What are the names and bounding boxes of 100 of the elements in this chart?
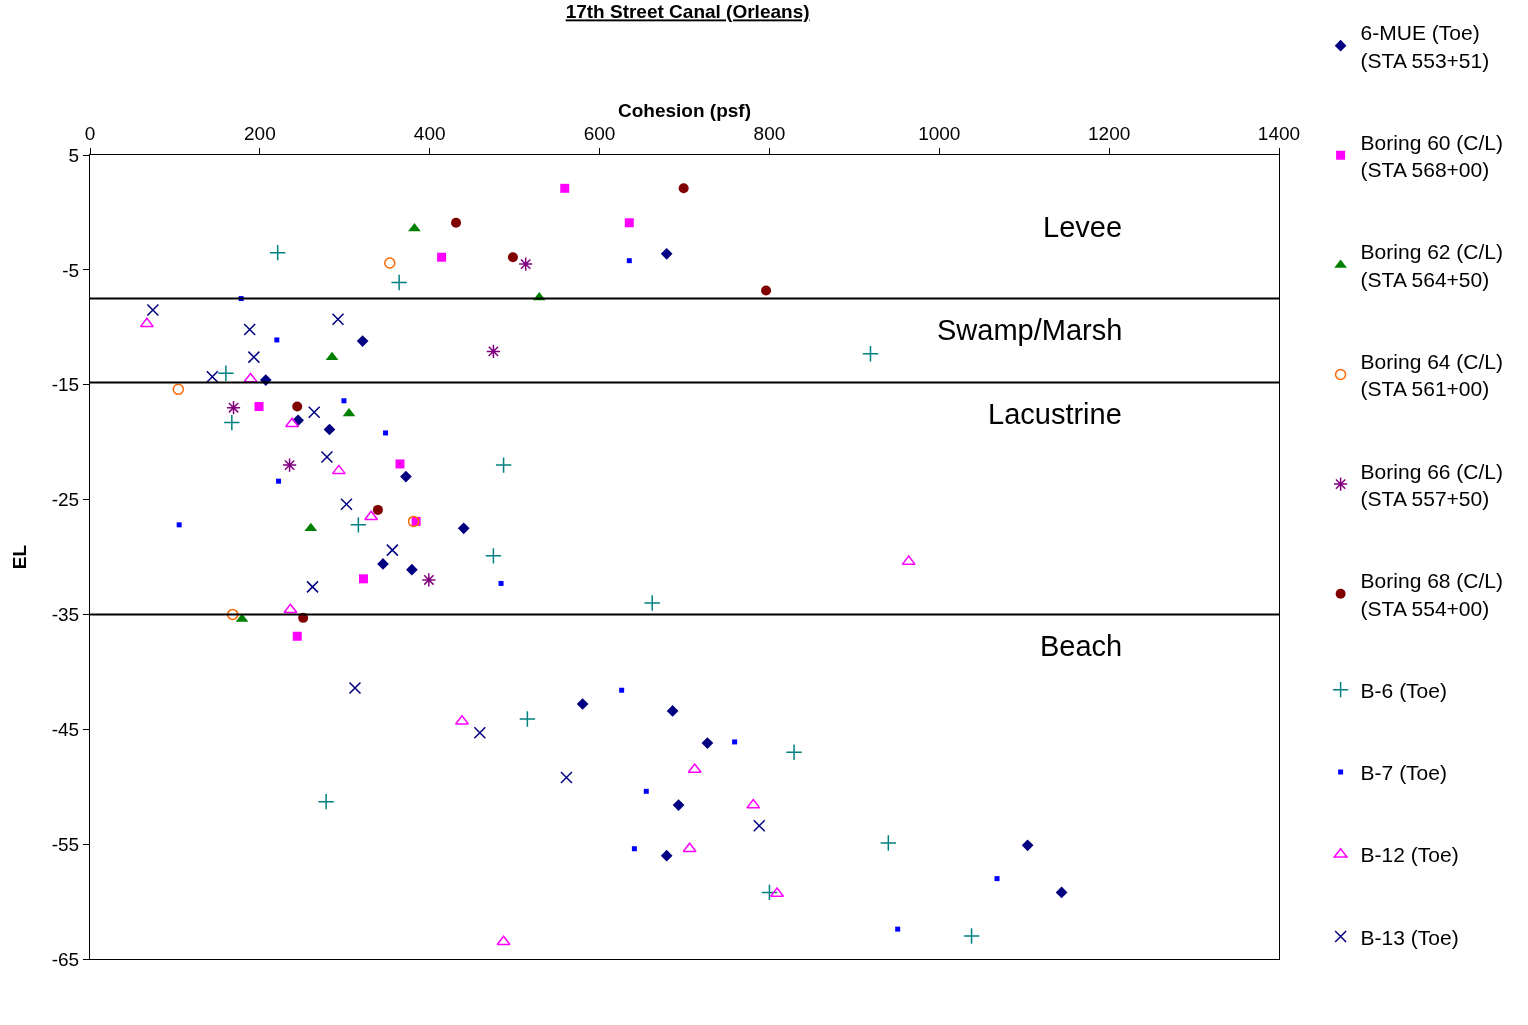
annotation: Swamp/Marsh: [937, 314, 1123, 346]
point: [364, 510, 379, 521]
point: [457, 522, 470, 535]
y-tick-label: -15: [51, 374, 80, 396]
x-tick-label: 400: [413, 123, 446, 145]
point: [307, 406, 321, 419]
point: [317, 793, 335, 811]
point: [560, 771, 573, 784]
point: [276, 478, 282, 484]
point: [372, 504, 383, 515]
point: [624, 218, 634, 228]
point: [507, 252, 518, 263]
point: [1055, 886, 1068, 899]
point: [254, 402, 264, 412]
point: [386, 543, 399, 557]
point: [407, 515, 420, 528]
point: [643, 788, 649, 794]
point: [269, 244, 287, 262]
legend-label: B-6 (Toe): [1360, 678, 1447, 702]
legend-label: Boring 64 (C/L) (STA 561+00): [1360, 350, 1504, 401]
point: [304, 522, 318, 532]
point: [643, 594, 661, 612]
y-tick-label: 5: [68, 144, 80, 166]
point: [172, 383, 185, 396]
point: [395, 459, 405, 469]
point: [785, 743, 803, 761]
x-tick-label: 200: [244, 123, 276, 145]
y-tick-label: -45: [51, 718, 80, 740]
y-tick-label: -55: [51, 833, 80, 855]
point: [496, 935, 511, 946]
y-axis-title: EL: [8, 544, 30, 570]
point: [341, 398, 347, 404]
annotation: Beach: [1040, 630, 1123, 662]
point: [292, 401, 303, 412]
point: [331, 313, 345, 326]
annotation: Lacustrine: [988, 398, 1122, 430]
point: [576, 698, 589, 710]
point: [678, 183, 689, 194]
point: [390, 274, 408, 291]
chart-title: 17th Street Canal (Orleans): [565, 1, 810, 23]
point: [761, 285, 772, 296]
point: [223, 414, 241, 432]
point: [243, 372, 258, 383]
legend-label: Boring 68 (C/L) (STA 554+00): [1360, 569, 1504, 620]
point: [484, 547, 502, 565]
point: [752, 819, 766, 833]
point: [631, 846, 637, 852]
legend-label: B-7 (Toe): [1360, 761, 1447, 785]
point: [421, 572, 437, 588]
x-tick-label: 0: [84, 123, 96, 145]
point: [331, 464, 346, 475]
point: [626, 258, 632, 264]
point: [400, 470, 412, 483]
legend-label: Boring 62 (C/L) (STA 564+50): [1360, 240, 1504, 291]
y-tick-label: -35: [51, 604, 80, 626]
point: [560, 183, 570, 193]
annotation: Levee: [1043, 211, 1123, 243]
y-tick-label: -25: [51, 489, 80, 511]
point: [282, 457, 297, 473]
point: [348, 681, 362, 695]
point: [895, 926, 901, 932]
point: [666, 705, 679, 717]
point: [306, 580, 319, 594]
point: [349, 516, 367, 534]
point: [619, 687, 625, 693]
legend-label: B-13 (Toe): [1360, 925, 1459, 949]
point: [358, 574, 368, 584]
point: [682, 842, 697, 853]
point: [206, 370, 219, 383]
y-tick-label: -65: [51, 948, 80, 970]
point: [746, 798, 761, 809]
point: [660, 247, 673, 260]
point: [383, 430, 389, 436]
x-tick-label: 800: [753, 123, 786, 145]
legend-label: Boring 66 (C/L) (STA 557+50): [1360, 459, 1504, 510]
point: [901, 555, 916, 566]
point: [879, 834, 897, 852]
point: [217, 364, 235, 382]
point: [226, 608, 239, 621]
point: [274, 337, 280, 343]
point: [292, 631, 302, 641]
point: [342, 407, 356, 417]
point: [486, 344, 501, 359]
point: [701, 737, 714, 749]
point: [176, 522, 182, 528]
x-tick-label: 1000: [918, 123, 961, 145]
point: [473, 726, 487, 739]
point: [437, 252, 447, 262]
point: [495, 456, 513, 474]
point: [406, 563, 418, 576]
point: [760, 883, 778, 901]
point: [963, 927, 981, 945]
point: [518, 710, 536, 728]
point: [285, 417, 300, 428]
point: [994, 876, 1000, 882]
point: [340, 497, 353, 511]
y-tick-label: -5: [62, 259, 80, 281]
point: [1021, 839, 1034, 852]
point: [243, 323, 256, 336]
point: [672, 799, 685, 811]
